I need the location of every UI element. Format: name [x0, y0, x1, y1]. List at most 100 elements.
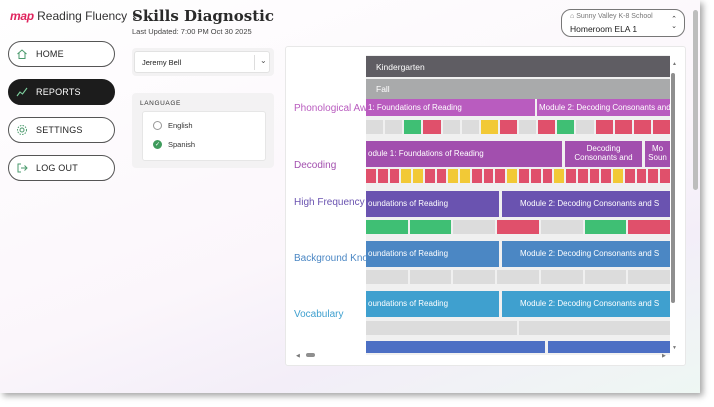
skill-cell-gray[interactable] — [366, 120, 384, 134]
skill-cell-red[interactable] — [423, 120, 441, 134]
skill-cell-gray[interactable] — [442, 120, 460, 134]
class-name: Homeroom ELA 1 — [570, 24, 638, 34]
skill-cell-red[interactable] — [495, 169, 506, 183]
school-class-select[interactable]: ⌂ Sunny Valley K-8 School Homeroom ELA 1… — [561, 9, 685, 37]
nav-logout-button[interactable]: LOG OUT — [8, 155, 115, 181]
skill-cell-yellow[interactable] — [401, 169, 412, 183]
horizontal-scrollbar[interactable] — [294, 352, 670, 358]
skill-cell-red[interactable] — [424, 169, 435, 183]
skill-cell-red[interactable] — [636, 169, 647, 183]
skill-cell-gray[interactable] — [628, 270, 670, 284]
scroll-left-icon[interactable]: ◀ — [296, 353, 300, 359]
skill-cell-red[interactable] — [377, 169, 388, 183]
skill-cell-yellow[interactable] — [613, 169, 623, 183]
skill-cell-red[interactable] — [497, 220, 539, 234]
nav-settings-label: SETTINGS — [36, 125, 83, 135]
skill-cell-gray[interactable] — [576, 120, 594, 134]
nav-home-button[interactable]: HOME — [8, 41, 115, 67]
language-option-english[interactable]: English — [153, 121, 193, 130]
scroll-up-icon[interactable]: ▲ — [672, 61, 677, 67]
module-bar[interactable]: Module 2: Decoding Consonants and S — [502, 191, 670, 217]
page-scrollbar[interactable] — [693, 10, 698, 190]
nav-logout-label: LOG OUT — [36, 163, 78, 173]
skill-cell-red[interactable] — [628, 220, 670, 234]
skill-cell-gray[interactable] — [497, 270, 539, 284]
module-bar[interactable]: Module 2: Decoding Consonants and S — [502, 241, 670, 267]
skill-cell-green[interactable] — [584, 220, 627, 234]
skill-cell-red[interactable] — [577, 169, 588, 183]
skill-cell-red[interactable] — [601, 169, 612, 183]
module-bar-partial[interactable] — [366, 341, 545, 353]
module-bar[interactable]: Module 2: Decoding Consonants and — [537, 99, 670, 116]
module-bar[interactable]: oundations of Reading — [366, 291, 499, 317]
skill-cell-red[interactable] — [530, 169, 541, 183]
skill-cell-gray[interactable] — [366, 321, 517, 335]
skill-cell-red[interactable] — [436, 169, 447, 183]
radio-checked-icon[interactable]: ✓ — [153, 140, 162, 149]
skill-cell-red[interactable] — [389, 169, 400, 183]
scroll-down-icon[interactable]: ▼ — [672, 345, 677, 351]
skill-cell-red[interactable] — [538, 120, 556, 134]
nav-reports-button[interactable]: REPORTS — [8, 79, 115, 105]
skill-cell-gray[interactable] — [519, 321, 670, 335]
skill-cell-gray[interactable] — [461, 120, 479, 134]
grade-header: Kindergarten — [366, 56, 670, 77]
skill-cell-red[interactable] — [519, 169, 529, 183]
skill-cell-red[interactable] — [652, 120, 670, 134]
skill-cell-yellow[interactable] — [554, 169, 565, 183]
skill-cell-red[interactable] — [366, 169, 376, 183]
module-bar[interactable]: Decoding Consonants and — [565, 141, 642, 167]
skill-cell-red[interactable] — [566, 169, 576, 183]
module-bar[interactable]: Module 2: Decoding Consonants and S — [502, 291, 670, 317]
language-option-label: English — [168, 121, 193, 130]
skill-cell-green[interactable] — [557, 120, 575, 134]
skill-cell-gray[interactable] — [366, 270, 408, 284]
skill-cell-gray[interactable] — [540, 220, 583, 234]
skill-cell-yellow[interactable] — [448, 169, 459, 183]
skill-cell-red[interactable] — [589, 169, 600, 183]
vertical-scrollbar[interactable] — [670, 67, 676, 347]
skill-cell-red[interactable] — [471, 169, 482, 183]
nav-settings-button[interactable]: SETTINGS — [8, 117, 115, 143]
module-bar[interactable]: 1: Foundations of Reading — [366, 99, 535, 116]
module-bar[interactable]: odule 1: Foundations of Reading — [366, 141, 562, 167]
module-bar[interactable]: oundations of Reading — [366, 191, 499, 217]
student-select[interactable]: Jeremy Bell ⌄ — [134, 51, 270, 73]
skill-cell-gray[interactable] — [584, 270, 627, 284]
module-bar-partial[interactable] — [548, 341, 670, 353]
module-bar[interactable]: Mo Soun — [645, 141, 670, 167]
skill-cell-green[interactable] — [409, 220, 452, 234]
brand-logo[interactable]: map Reading Fluency ‹ — [10, 7, 137, 23]
skill-cell-green[interactable] — [404, 120, 422, 134]
skill-cell-red[interactable] — [624, 169, 635, 183]
back-chevron-icon[interactable]: ‹ — [132, 7, 138, 23]
skill-cell-gray[interactable] — [519, 120, 537, 134]
module-bar[interactable]: oundations of Reading — [366, 241, 499, 267]
skill-cell-red[interactable] — [648, 169, 659, 183]
language-option-spanish[interactable]: ✓ Spanish — [153, 140, 195, 149]
skill-cell-red[interactable] — [483, 169, 494, 183]
radio-unchecked-icon[interactable] — [153, 121, 162, 130]
skill-cell-gray[interactable] — [385, 120, 403, 134]
skill-cell-red[interactable] — [614, 120, 632, 134]
skill-cell-red[interactable] — [633, 120, 651, 134]
skill-cell-yellow[interactable] — [507, 169, 517, 183]
scroll-right-icon[interactable]: ▶ — [662, 353, 666, 359]
skill-cell-gray[interactable] — [453, 270, 496, 284]
skill-cell-yellow[interactable] — [413, 169, 423, 183]
skill-cell-red[interactable] — [595, 120, 613, 134]
skill-cell-red[interactable] — [660, 169, 670, 183]
scrollbar-thumb[interactable] — [306, 353, 315, 357]
last-updated-text: Last Updated: 7:00 PM Oct 30 2025 — [132, 27, 252, 36]
nav-reports-label: REPORTS — [36, 87, 81, 97]
skill-cell-yellow[interactable] — [460, 169, 470, 183]
scrollbar-thumb[interactable] — [671, 73, 675, 303]
skill-cell-yellow[interactable] — [480, 120, 498, 134]
skill-cell-red[interactable] — [542, 169, 553, 183]
skill-cell-gray[interactable] — [453, 220, 496, 234]
skill-cell-red[interactable] — [499, 120, 517, 134]
season-header: Fall — [366, 79, 670, 99]
skill-cell-gray[interactable] — [540, 270, 583, 284]
skill-cell-gray[interactable] — [409, 270, 452, 284]
skill-cell-green[interactable] — [366, 220, 408, 234]
